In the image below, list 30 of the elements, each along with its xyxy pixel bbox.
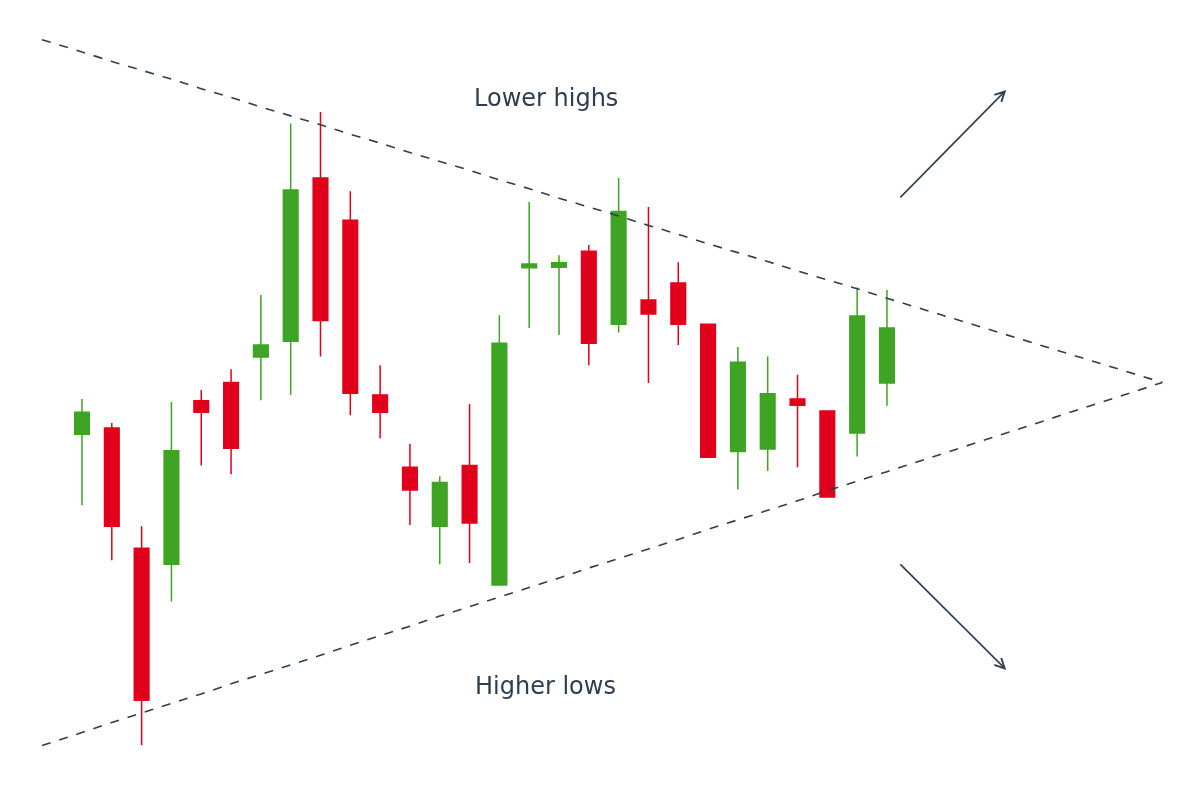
- candlestick: [73, 398, 91, 507]
- candlestick: [461, 403, 478, 564]
- candlestick: [819, 410, 836, 498]
- candlestick: [729, 346, 746, 491]
- candlestick: [401, 443, 418, 526]
- candlestick: [640, 206, 657, 384]
- candlestick: [223, 368, 240, 475]
- candlestick: [193, 389, 210, 467]
- candlestick: [670, 261, 687, 346]
- candlestick: [610, 177, 627, 334]
- candlestick: [878, 289, 896, 407]
- candlestick: [550, 254, 568, 336]
- candlestick: [521, 201, 538, 329]
- candlestick: [133, 525, 150, 746]
- text: Lower highs: [474, 84, 619, 112]
- candlestick: [789, 374, 806, 469]
- candlestick: [700, 323, 717, 458]
- candlestick: [491, 314, 508, 586]
- candlestick: [580, 244, 597, 367]
- candlestick: [849, 286, 866, 458]
- candlestick: [312, 111, 329, 358]
- candlestick: [103, 422, 120, 562]
- candlestick: [759, 355, 776, 472]
- annotation: Higher lows: [475, 672, 616, 700]
- candlestick: [372, 364, 389, 439]
- candlestick: [282, 122, 299, 396]
- candlestick: [163, 401, 180, 603]
- candlestick: [252, 294, 269, 401]
- candlestick: [431, 475, 448, 565]
- candlestick: [342, 190, 359, 417]
